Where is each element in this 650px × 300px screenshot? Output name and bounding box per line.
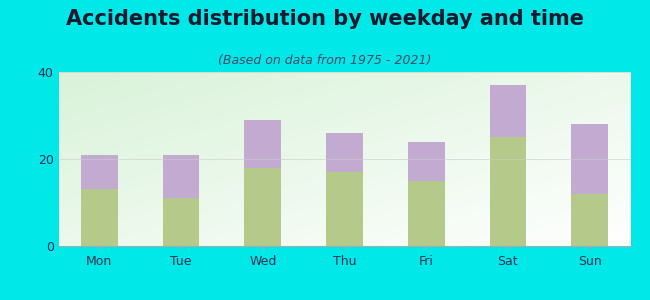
Text: Accidents distribution by weekday and time: Accidents distribution by weekday and ti… xyxy=(66,9,584,29)
Bar xyxy=(244,120,281,168)
Bar xyxy=(162,154,200,198)
Bar xyxy=(244,168,281,246)
Bar xyxy=(326,172,363,246)
Bar xyxy=(408,181,445,246)
Bar xyxy=(162,198,200,246)
Bar xyxy=(81,190,118,246)
Bar xyxy=(81,154,118,190)
Bar xyxy=(408,142,445,181)
Bar xyxy=(489,137,526,246)
Bar xyxy=(489,85,526,137)
Bar xyxy=(326,133,363,172)
Text: (Based on data from 1975 - 2021): (Based on data from 1975 - 2021) xyxy=(218,54,432,67)
Bar xyxy=(571,124,608,194)
Bar xyxy=(571,194,608,246)
